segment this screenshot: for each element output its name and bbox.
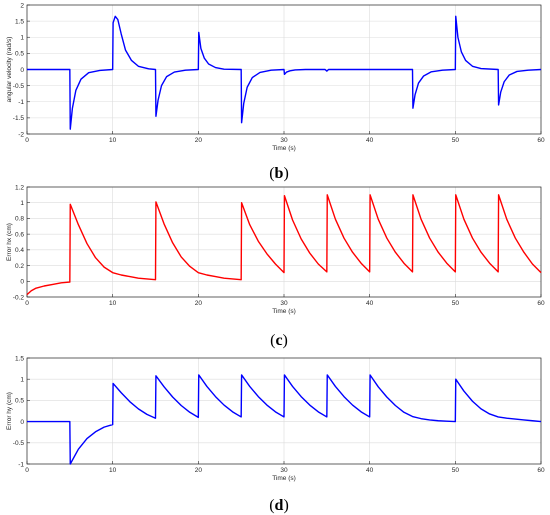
x-tick-label: 60 xyxy=(537,137,545,144)
y-tick-label: -0.5 xyxy=(13,440,25,447)
y-tick-label: 1.5 xyxy=(15,355,24,362)
y-tick-label: -1 xyxy=(18,461,24,468)
y-tick-label: -2 xyxy=(18,131,24,138)
x-tick-label: 50 xyxy=(452,300,460,307)
panel-caption: (c) xyxy=(270,332,288,349)
y-tick-label: -0.2 xyxy=(13,294,25,301)
x-tick-label: 30 xyxy=(280,137,288,144)
y-tick-label: 1.2 xyxy=(15,184,24,191)
y-tick-label: 0 xyxy=(20,67,24,74)
series-line xyxy=(27,374,542,465)
y-axis-label: Error hy (cm) xyxy=(6,392,13,430)
y-tick-label: 0.5 xyxy=(15,398,24,405)
y-tick-label: 1.5 xyxy=(15,18,24,25)
y-tick-label: 0.5 xyxy=(15,51,24,58)
y-tick-label: 0.6 xyxy=(15,231,24,238)
series-line xyxy=(27,15,542,130)
x-tick-label: 20 xyxy=(195,137,203,144)
x-tick-label: 0 xyxy=(25,137,29,144)
y-tick-label: -0.5 xyxy=(13,83,25,90)
y-tick-label: 1 xyxy=(20,377,24,384)
y-tick-label: 0.8 xyxy=(15,216,24,223)
x-tick-label: 0 xyxy=(25,467,29,474)
x-axis-label: Time (s) xyxy=(272,308,296,315)
y-tick-label: 1 xyxy=(20,200,24,207)
x-tick-label: 50 xyxy=(452,137,460,144)
x-tick-label: 40 xyxy=(366,467,374,474)
x-axis-label: Time (s) xyxy=(272,145,296,152)
y-tick-label: -1.5 xyxy=(13,115,25,122)
y-tick-label: -1 xyxy=(18,99,24,106)
x-tick-label: 60 xyxy=(537,467,545,474)
x-tick-label: 50 xyxy=(452,467,460,474)
x-axis-label: Time (s) xyxy=(272,475,296,482)
y-tick-label: 0 xyxy=(20,419,24,426)
x-tick-label: 20 xyxy=(195,300,203,307)
x-tick-label: 20 xyxy=(195,467,203,474)
x-tick-label: 10 xyxy=(109,137,117,144)
x-tick-label: 30 xyxy=(280,467,288,474)
x-tick-label: 60 xyxy=(537,300,545,307)
y-tick-label: 0 xyxy=(20,279,24,286)
panel-caption: (d) xyxy=(269,497,289,514)
y-tick-label: 1 xyxy=(20,35,24,42)
y-tick-label: 0.2 xyxy=(15,263,24,270)
y-tick-label: 2 xyxy=(20,2,24,9)
series-line xyxy=(26,194,542,296)
chart-b: 0 10 20 30 40 50 60 -2 -1.5 -1 -0.5 0 0.5 1 1.5 2 Time (… xyxy=(6,2,545,182)
y-tick-label: 0.4 xyxy=(15,247,24,254)
chart-d: 0 10 20 30 40 50 60 -1 -0.5 0 0.5 1 1.5 Time (s) Error… xyxy=(6,355,545,514)
x-tick-label: 10 xyxy=(109,467,117,474)
y-axis-label: angular velocity (rad/s) xyxy=(6,37,13,103)
x-tick-label: 10 xyxy=(109,300,117,307)
x-tick-label: 40 xyxy=(366,137,374,144)
x-tick-label: 40 xyxy=(366,300,374,307)
y-axis-label: Error hx (cm) xyxy=(6,223,13,261)
x-tick-label: 0 xyxy=(25,300,29,307)
x-tick-label: 30 xyxy=(280,300,288,307)
panel-caption: (b) xyxy=(269,165,289,182)
